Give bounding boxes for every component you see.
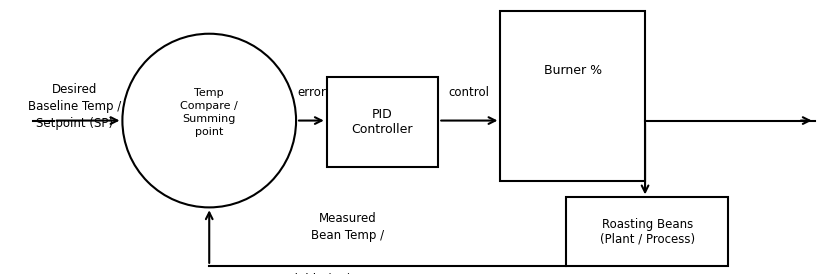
Text: Roasting Beans
(Plant / Process): Roasting Beans (Plant / Process)	[600, 218, 695, 246]
Text: Temp
Compare /
Summing
point: Temp Compare / Summing point	[180, 87, 238, 137]
Bar	[566, 197, 728, 266]
Text: Burner %: Burner %	[543, 64, 602, 77]
Text: Measured
Bean Temp /: Measured Bean Temp /	[311, 212, 384, 242]
Text: control: control	[449, 86, 490, 99]
Text: Process Variable (PV): Process Variable (PV)	[227, 273, 351, 274]
Bar	[500, 11, 645, 181]
Text: Desired
Baseline Temp /
Setpoint (SP): Desired Baseline Temp / Setpoint (SP)	[28, 83, 121, 130]
Text: error: error	[297, 86, 326, 99]
Text: PID
Controller: PID Controller	[351, 108, 414, 136]
Bar	[327, 77, 438, 167]
